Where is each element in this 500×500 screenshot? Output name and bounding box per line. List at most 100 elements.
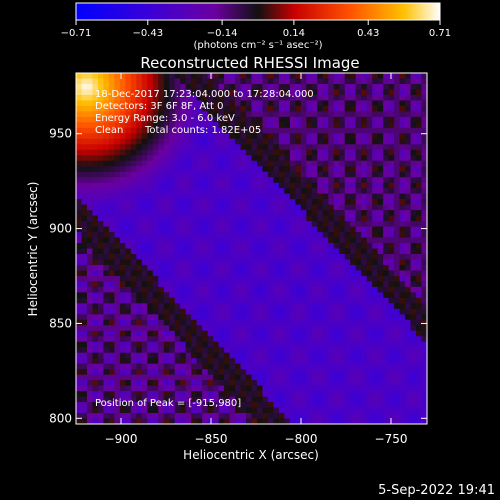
- heatmap-cell: [174, 303, 181, 310]
- heatmap-cell: [410, 160, 417, 167]
- heatmap-cell: [256, 182, 263, 189]
- heatmap-cell: [267, 402, 274, 408]
- heatmap-cell: [383, 193, 390, 200]
- heatmap-cell: [136, 281, 143, 288]
- heatmap-cell: [366, 286, 373, 293]
- heatmap-cell: [136, 160, 143, 167]
- heatmap-cell: [355, 149, 362, 156]
- heatmap-cell: [136, 94, 143, 101]
- heatmap-cell: [81, 122, 88, 129]
- heatmap-cell: [328, 243, 335, 249]
- heatmap-cell: [97, 380, 104, 387]
- heatmap-cell: [147, 232, 154, 238]
- heatmap-cell: [207, 308, 214, 315]
- heatmap-cell: [240, 100, 247, 107]
- heatmap-cell: [333, 138, 340, 145]
- heatmap-cell: [377, 232, 384, 238]
- heatmap-cell: [256, 402, 263, 408]
- heatmap-cell: [229, 215, 236, 222]
- heatmap-cell: [262, 232, 269, 238]
- heatmap-cell: [410, 286, 417, 293]
- heatmap-cell: [158, 330, 165, 337]
- heatmap-cell: [81, 303, 88, 310]
- heatmap-cell: [311, 248, 318, 255]
- heatmap-cell: [240, 281, 247, 288]
- heatmap-cell: [355, 122, 362, 129]
- heatmap-cell: [416, 182, 422, 189]
- heatmap-cell: [218, 182, 225, 189]
- heatmap-cell: [273, 133, 280, 140]
- heatmap-cell: [191, 303, 198, 310]
- heatmap-cell: [410, 407, 417, 414]
- heatmap-cell: [405, 166, 411, 173]
- heatmap-cell: [180, 100, 187, 107]
- heatmap-cell: [278, 319, 285, 326]
- heatmap-cell: [224, 297, 230, 304]
- heatmap-cell: [322, 105, 329, 112]
- heatmap-cell: [130, 325, 137, 332]
- heatmap-cell: [235, 374, 241, 381]
- heatmap-cell: [399, 243, 406, 249]
- heatmap-cell: [355, 100, 362, 107]
- heatmap-cell: [229, 89, 236, 96]
- heatmap-cell: [240, 402, 247, 408]
- heatmap-cell: [289, 358, 296, 365]
- heatmap-cell: [333, 133, 340, 140]
- heatmap-cell: [213, 160, 219, 167]
- heatmap-cell: [163, 314, 170, 321]
- heatmap-cell: [267, 297, 274, 304]
- heatmap-cell: [202, 94, 209, 101]
- heatmap-cell: [92, 292, 99, 299]
- heatmap-cell: [355, 232, 362, 238]
- heatmap-cell: [158, 83, 165, 90]
- heatmap-cell: [180, 396, 187, 403]
- heatmap-cell: [86, 171, 93, 178]
- heatmap-cell: [405, 264, 411, 271]
- heatmap-cell: [421, 243, 427, 249]
- heatmap-cell: [284, 160, 291, 167]
- heatmap-cell: [141, 204, 148, 211]
- heatmap-cell: [114, 188, 121, 195]
- heatmap-cell: [152, 73, 159, 79]
- heatmap-cell: [76, 94, 82, 101]
- heatmap-cell: [328, 160, 335, 167]
- heatmap-cell: [174, 210, 181, 216]
- heatmap-cell: [273, 122, 280, 129]
- heatmap-cell: [322, 264, 329, 271]
- heatmap-cell: [421, 275, 427, 282]
- heatmap-cell: [350, 275, 357, 282]
- heatmap-cell: [103, 363, 110, 370]
- heatmap-cell: [344, 89, 351, 96]
- heatmap-cell: [108, 166, 115, 173]
- heatmap-cell: [399, 286, 406, 293]
- heatmap-cell: [136, 374, 143, 381]
- heatmap-cell: [278, 303, 285, 310]
- heatmap-cell: [240, 199, 247, 206]
- heatmap-cell: [372, 155, 379, 162]
- heatmap-cell: [191, 374, 198, 381]
- heatmap-cell: [196, 319, 203, 326]
- heatmap-cell: [421, 188, 427, 195]
- heatmap-cell: [235, 358, 241, 365]
- heatmap-cell: [278, 127, 285, 134]
- heatmap-cell: [289, 215, 296, 222]
- heatmap-cell: [278, 100, 285, 107]
- heatmap-cell: [366, 166, 373, 173]
- heatmap-cell: [97, 352, 104, 359]
- heatmap-cell: [416, 286, 422, 293]
- heatmap-cell: [421, 248, 427, 255]
- heatmap-cell: [421, 73, 427, 79]
- heatmap-cell: [295, 94, 302, 101]
- heatmap-cell: [119, 314, 126, 321]
- heatmap-cell: [152, 210, 159, 216]
- heatmap-cell: [251, 243, 258, 249]
- heatmap-cell: [311, 204, 318, 211]
- heatmap-cell: [273, 221, 280, 227]
- heatmap-cell: [399, 308, 406, 315]
- heatmap-cell: [125, 78, 132, 85]
- heatmap-cell: [97, 396, 104, 403]
- heatmap-cell: [191, 138, 198, 145]
- heatmap-cell: [76, 308, 82, 315]
- heatmap-cell: [410, 275, 417, 282]
- heatmap-cell: [92, 358, 99, 365]
